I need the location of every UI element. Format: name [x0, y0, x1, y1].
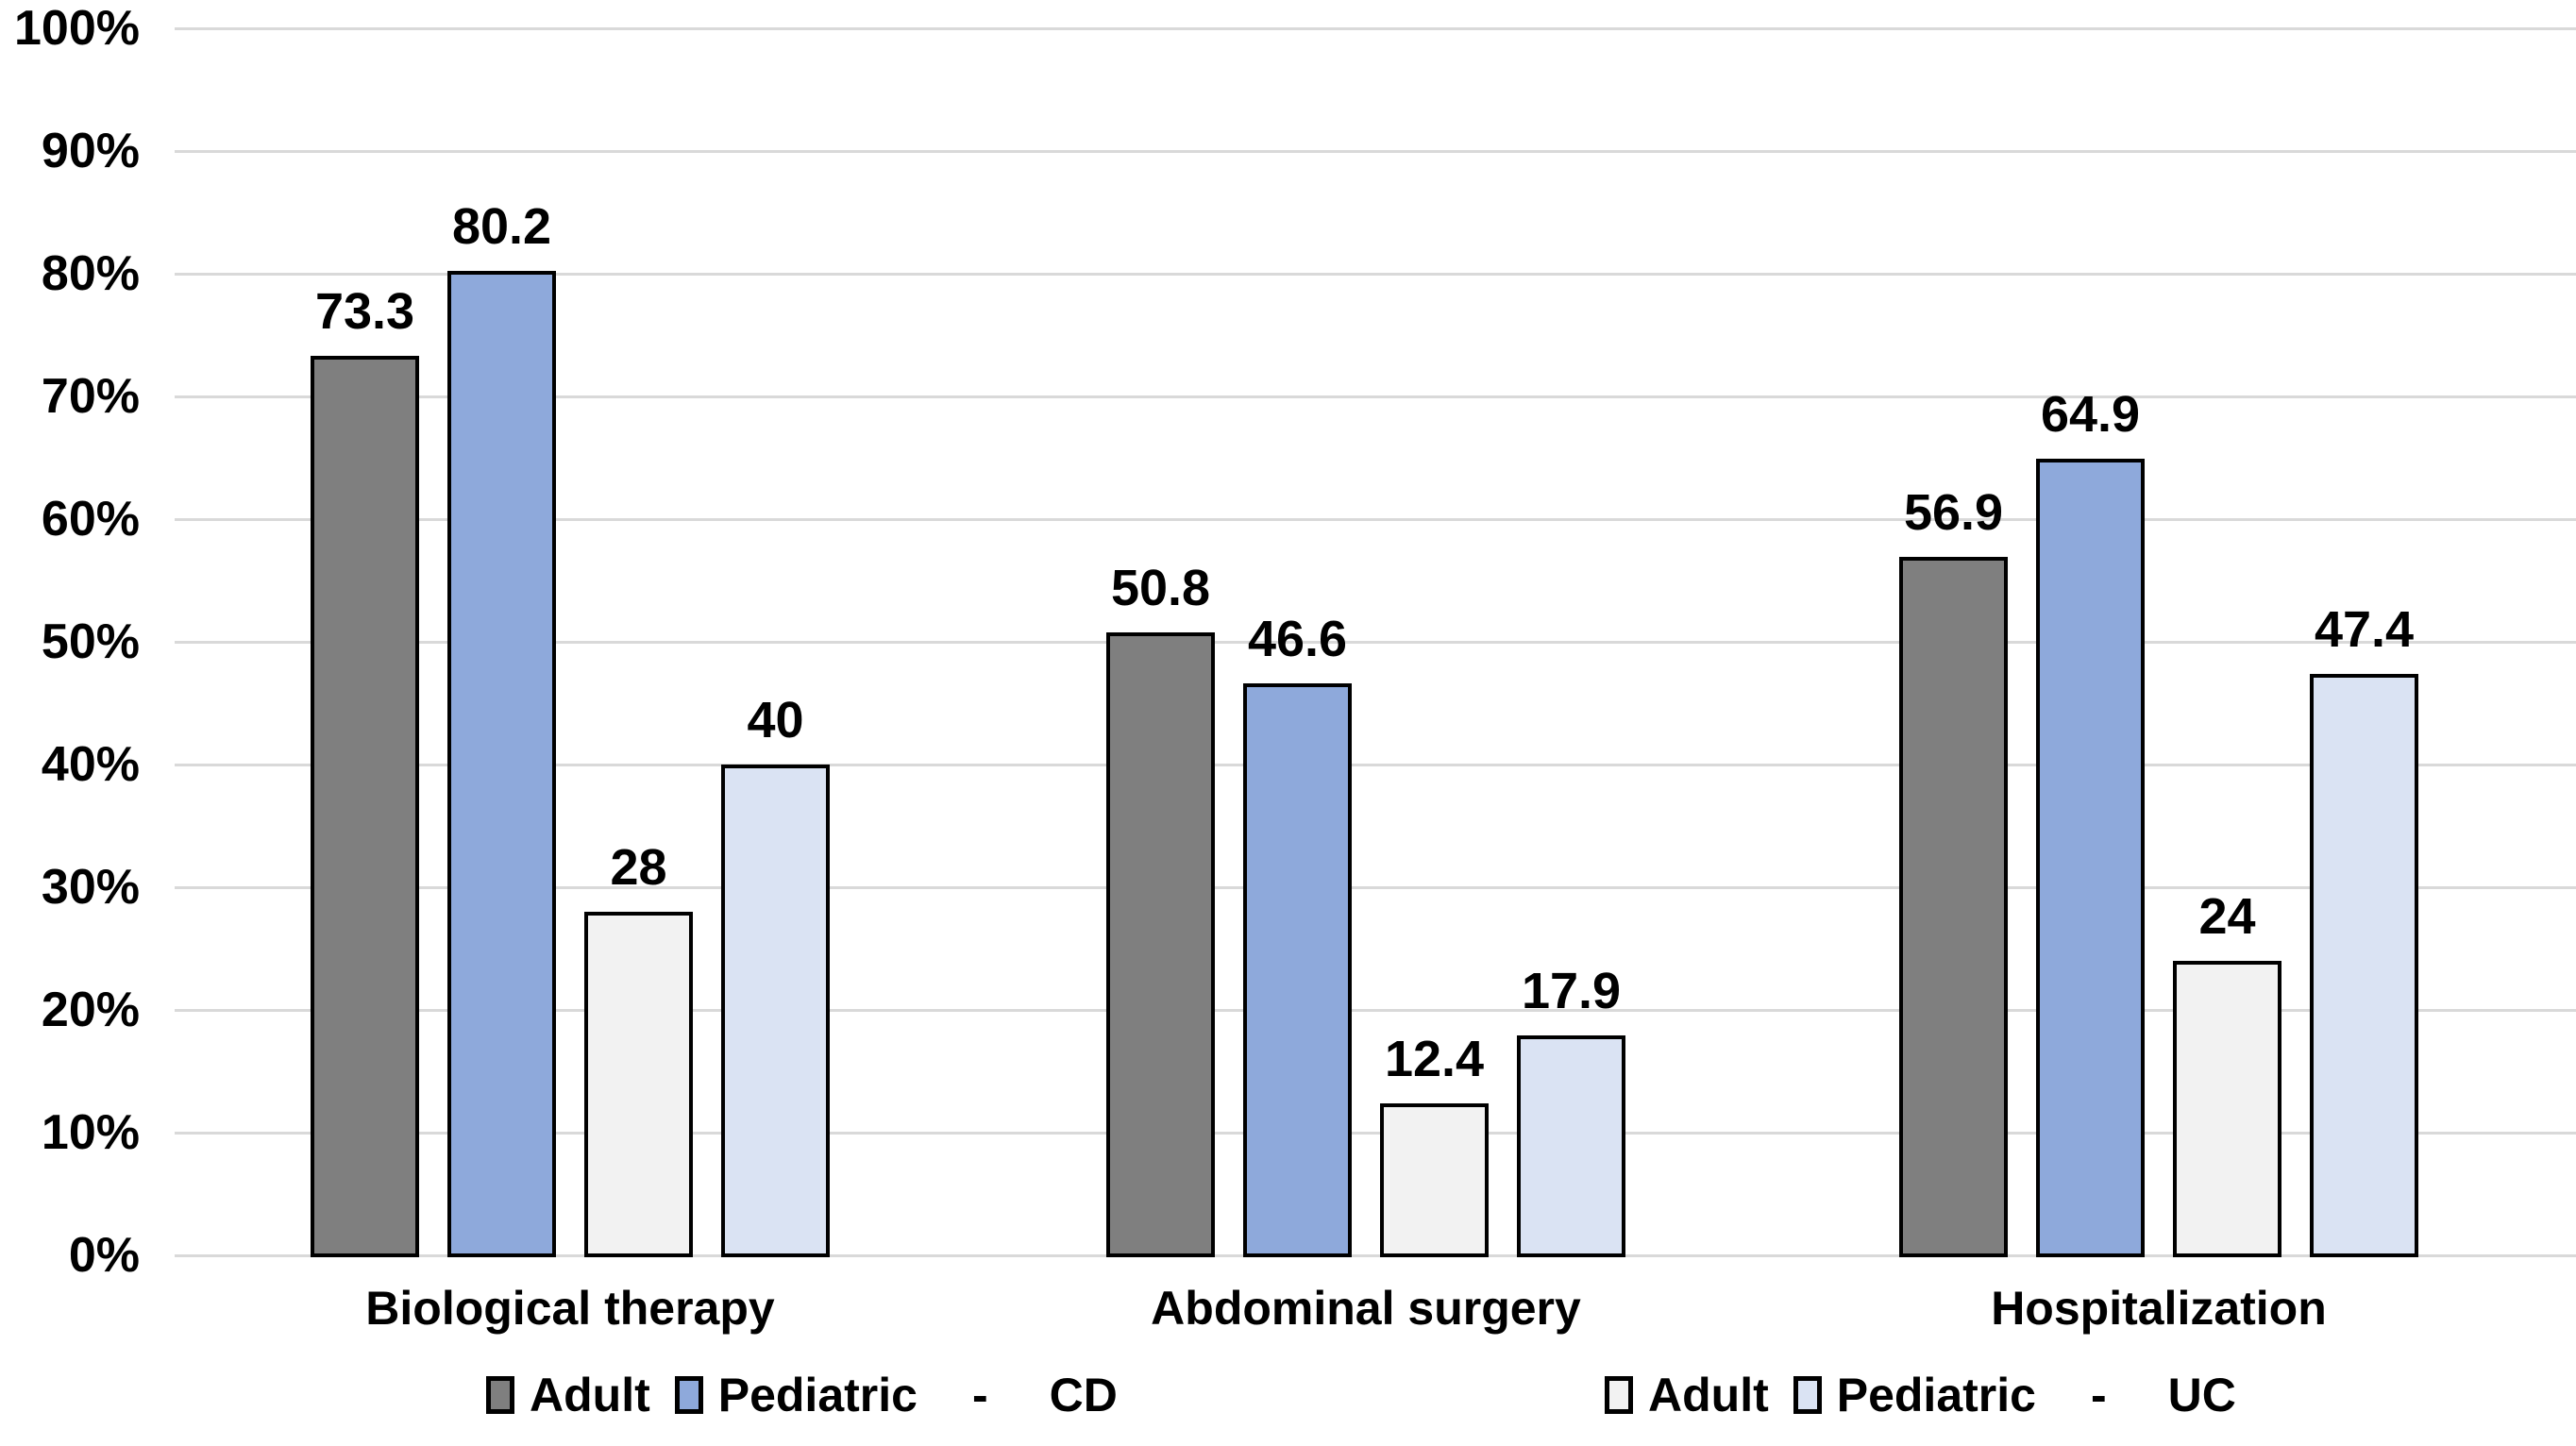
bar-adult-cd: [1106, 631, 1215, 1257]
category-label: Abdominal surgery: [1151, 1282, 1581, 1335]
legend-separator-dash: -: [971, 1369, 988, 1421]
bar-value-label: 46.6: [1247, 611, 1348, 668]
gridline-50%: [175, 641, 2576, 644]
bar-adult-cd: [1899, 557, 2008, 1257]
legend-group-label: UC: [2167, 1369, 2236, 1421]
y-tick-label: 30%: [41, 860, 140, 915]
legend-entry-label: Pediatric: [1836, 1369, 2036, 1421]
bar-value-label: 40: [747, 692, 804, 748]
bar-value-label: 64.9: [2040, 386, 2141, 444]
bar-pediatric-cd: [1243, 683, 1352, 1257]
bar-value-label: 17.9: [1521, 963, 1622, 1020]
y-tick-label: 40%: [41, 737, 140, 792]
legend-entry-label: Adult: [1648, 1369, 1769, 1421]
gridline-100%: [175, 27, 2576, 30]
bar-value-label: 50.8: [1110, 559, 1211, 616]
legend-entry: Pediatric: [674, 1369, 918, 1421]
legend-entry-label: Pediatric: [717, 1369, 918, 1421]
bar-adult-cd: [311, 356, 419, 1257]
bar-pediatric-uc: [2310, 673, 2418, 1257]
bar-value-label: 12.4: [1384, 1030, 1485, 1087]
y-tick-label: 100%: [14, 1, 140, 56]
y-tick-label: 10%: [41, 1105, 140, 1160]
category-label: Biological therapy: [365, 1282, 775, 1335]
gridline-0%: [175, 1254, 2576, 1257]
legend-swatch-icon: [486, 1376, 514, 1414]
legend-group-cd: Adult Pediatric - CD: [486, 1367, 1118, 1423]
gridline-30%: [175, 886, 2576, 889]
bar-value-label: 80.2: [451, 198, 552, 256]
bar-value-label: 47.4: [2314, 600, 2415, 658]
gridline-70%: [175, 395, 2576, 398]
y-tick-label: 0%: [68, 1228, 140, 1283]
bar-pediatric-cd: [2036, 459, 2145, 1257]
bar-value-label: 73.3: [314, 283, 415, 341]
bar-pediatric-uc: [1517, 1035, 1625, 1257]
legend-swatch-icon: [674, 1376, 703, 1414]
legend-swatch-icon: [1605, 1376, 1633, 1414]
gridline-20%: [175, 1009, 2576, 1012]
legend-entry-label: Adult: [530, 1369, 650, 1421]
y-tick-label: 90%: [41, 124, 140, 178]
legend-entry: Adult: [1605, 1371, 1769, 1419]
gridline-80%: [175, 273, 2576, 276]
gridline-60%: [175, 518, 2576, 521]
legend-separator-dash: -: [2090, 1369, 2107, 1421]
legend-swatch-icon: [1793, 1376, 1822, 1414]
legend-entry: Pediatric: [1793, 1371, 2036, 1419]
category-label: Hospitalization: [1991, 1282, 2327, 1335]
legend-entry: Adult: [486, 1371, 650, 1419]
bar-adult-uc: [584, 912, 693, 1257]
bar-adult-uc: [1380, 1102, 1489, 1257]
bar-value-label: 24: [2198, 888, 2256, 945]
gridline-90%: [175, 150, 2576, 153]
y-tick-label: 50%: [41, 614, 140, 669]
bar-value-label: 28: [610, 839, 667, 896]
bar-adult-uc: [2173, 961, 2281, 1257]
y-tick-label: 60%: [41, 492, 140, 546]
y-tick-label: 70%: [41, 369, 140, 424]
legend-group-label: CD: [1049, 1369, 1118, 1421]
bar-value-label: 56.9: [1903, 484, 2004, 542]
bar-pediatric-cd: [447, 271, 556, 1257]
y-tick-label: 80%: [41, 246, 140, 301]
gridline-10%: [175, 1132, 2576, 1135]
legend-group-uc: Adult Pediatric - UC: [1605, 1367, 2236, 1423]
gridline-40%: [175, 764, 2576, 766]
bar-pediatric-uc: [721, 765, 830, 1257]
y-tick-label: 20%: [41, 983, 140, 1037]
